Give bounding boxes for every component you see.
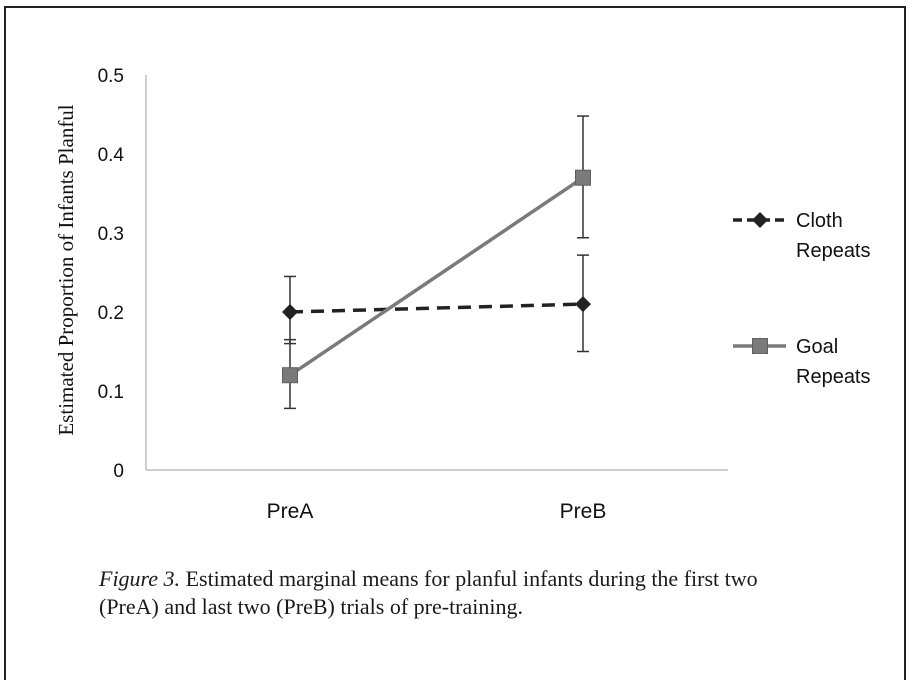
y-tick-label: 0.3: [98, 224, 124, 245]
x-tick-label: PreB: [560, 500, 607, 523]
legend-label: Repeats: [796, 240, 871, 262]
legend-swatch-marker: [752, 338, 768, 354]
series-0-point: [575, 296, 591, 313]
legend: Cloth Repeats Goal Repeats: [733, 210, 871, 388]
series-layer: [282, 115, 591, 410]
series-1-point: [575, 169, 591, 186]
y-axis-label: Estimated Proportion of Infants Planful: [54, 104, 78, 435]
series-1-line: [289, 176, 584, 377]
x-tick-label: PreA: [267, 500, 314, 523]
legend-label: Goal: [796, 336, 838, 358]
legend-swatch-marker: [752, 212, 768, 228]
legend-item-0: Cloth Repeats: [733, 210, 871, 262]
caption-text: Estimated marginal means for planful inf…: [99, 566, 758, 619]
caption-label: Figure 3.: [99, 566, 181, 591]
series-0-line: [289, 302, 584, 314]
series-0-point: [282, 304, 298, 320]
series-0-error-bars: [284, 254, 589, 353]
y-axis: 0 0.1 0.2 0.3 0.4 0.5: [98, 66, 147, 482]
y-tick-label: 0.5: [98, 66, 124, 87]
legend-label: Repeats: [796, 366, 871, 388]
figure-caption: Figure 3. Estimated marginal means for p…: [99, 565, 779, 621]
figure-frame: [4, 6, 906, 680]
legend-label: Cloth: [796, 210, 843, 232]
y-tick-label: 0: [113, 461, 124, 482]
y-tick-label: 0.4: [98, 145, 125, 166]
legend-item-1: Goal Repeats: [733, 336, 871, 388]
chart: 00.10.20.30.40.5 PreA PreB ClothRepeatsGo…: [54, 66, 871, 523]
x-axis: PreA PreB: [146, 469, 728, 523]
y-tick-label: 0.1: [98, 382, 124, 403]
series-1-point: [282, 367, 298, 384]
y-tick-label: 0.2: [98, 303, 124, 324]
series-1-error-bars: [284, 115, 589, 410]
